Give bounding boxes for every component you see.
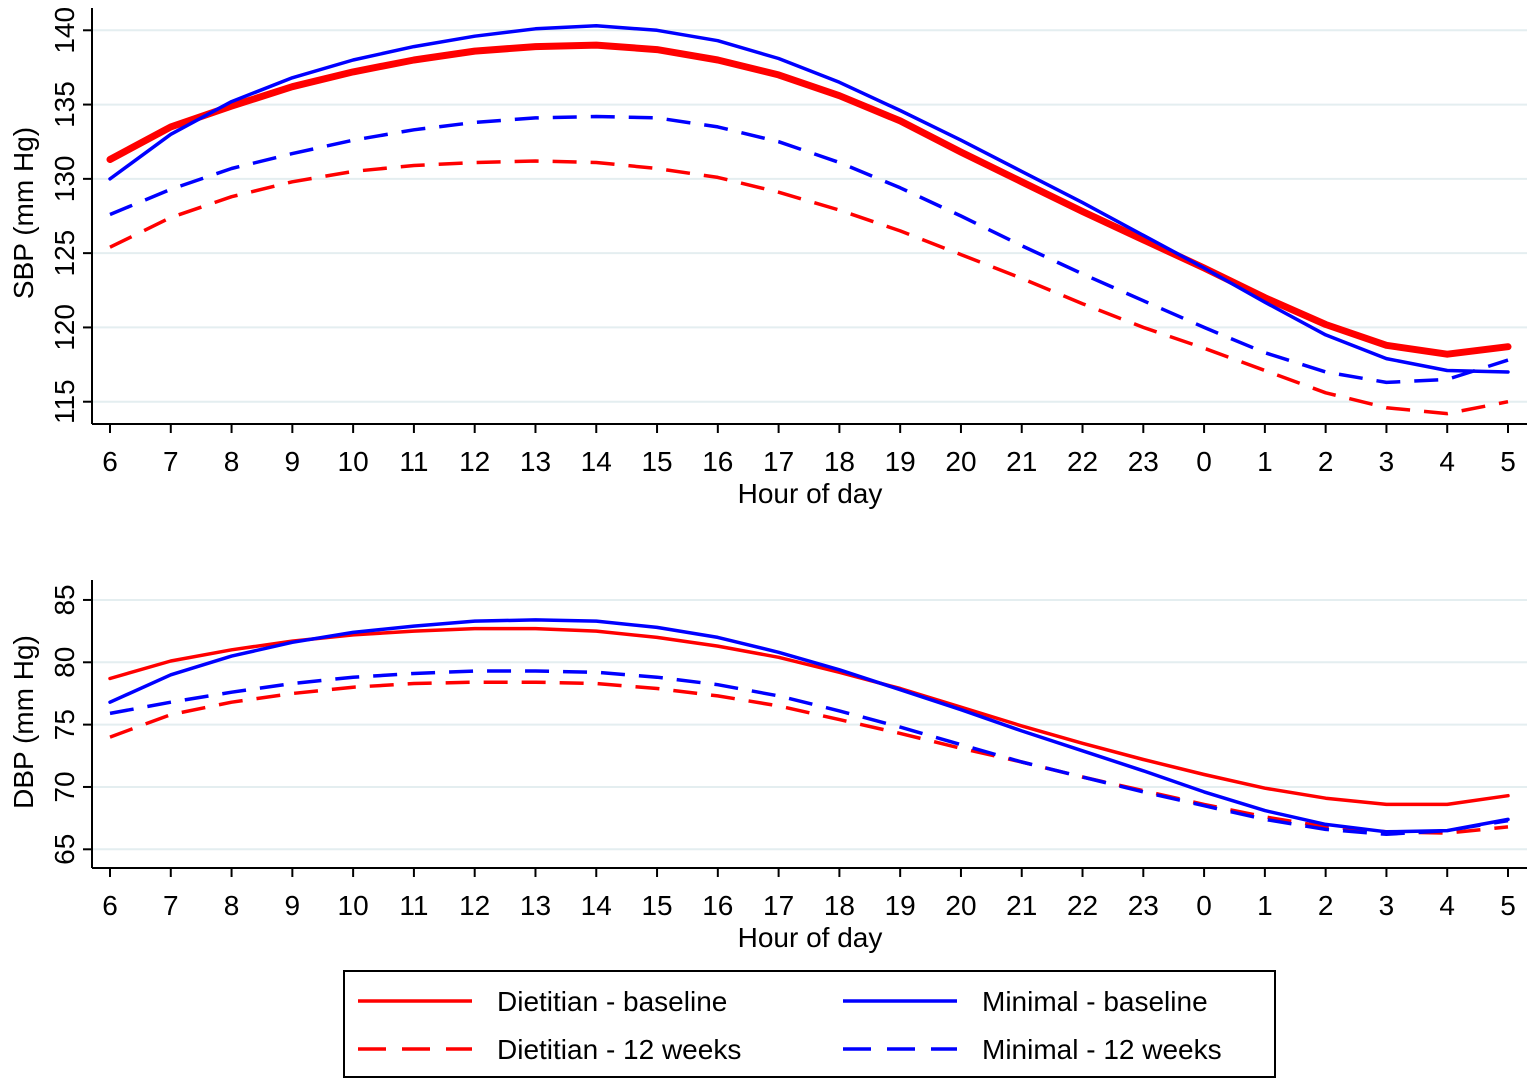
dbp-x-tick-label-15: 15: [641, 890, 672, 921]
dbp-x-tick-label-2: 2: [1318, 890, 1334, 921]
sbp-x-tick-label-16: 16: [702, 446, 733, 477]
sbp-y-axis-label: SBP (mm Hg): [8, 127, 39, 299]
dbp-x-tick-label-16: 16: [702, 890, 733, 921]
dbp-x-tick-label-14: 14: [581, 890, 612, 921]
dbp-x-tick-label-6: 6: [102, 890, 118, 921]
dbp-x-tick-label-19: 19: [885, 890, 916, 921]
sbp-series-dietitian-12-weeks: [109, 159, 1509, 416]
dbp-x-tick-label-17: 17: [763, 890, 794, 921]
legend-label-minimal-baseline: Minimal - baseline: [982, 986, 1208, 1017]
sbp-x-tick-label-20: 20: [945, 446, 976, 477]
sbp-panel: Hour of day SBP (mm Hg) 1151201251301351…: [8, 7, 1527, 509]
dbp-y-axis-label: DBP (mm Hg): [8, 635, 39, 809]
sbp-x-tick-label-8: 8: [224, 446, 240, 477]
dbp-x-tick-label-23: 23: [1128, 890, 1159, 921]
dbp-y-tick-label-80: 80: [49, 647, 80, 678]
sbp-x-tick-label-0: 0: [1196, 446, 1212, 477]
dbp-series-minimal-12-weeks: [109, 669, 1509, 837]
sbp-x-tick-label-18: 18: [824, 446, 855, 477]
sbp-x-tick-label-14: 14: [581, 446, 612, 477]
dbp-y-tick-label-85: 85: [49, 584, 80, 615]
sbp-x-tick-label-10: 10: [338, 446, 369, 477]
dbp-x-tick-label-12: 12: [459, 890, 490, 921]
dbp-y-tick-label-70: 70: [49, 771, 80, 802]
dbp-series-dietitian-12-weeks: [109, 680, 1509, 835]
sbp-x-tick-label-22: 22: [1067, 446, 1098, 477]
dbp-x-tick-label-20: 20: [945, 890, 976, 921]
dbp-x-tick-label-13: 13: [520, 890, 551, 921]
dbp-series-dietitian-baseline: [108, 626, 1510, 807]
dbp-x-tick-label-22: 22: [1067, 890, 1098, 921]
sbp-y-tick-label-115: 115: [49, 379, 80, 424]
sbp-y-tick-label-140: 140: [49, 7, 80, 54]
dbp-x-tick-label-4: 4: [1439, 890, 1455, 921]
dbp-y-tick-label-75: 75: [49, 709, 80, 740]
legend: Dietitian - baseline Minimal - baseline …: [343, 970, 1276, 1078]
sbp-x-tick-label-21: 21: [1006, 446, 1037, 477]
sbp-x-tick-label-4: 4: [1439, 446, 1455, 477]
sbp-x-tick-label-23: 23: [1128, 446, 1159, 477]
sbp-y-tick-label-125: 125: [49, 230, 80, 277]
dbp-series-minimal-baseline: [108, 618, 1510, 834]
sbp-x-tick-label-11: 11: [399, 446, 428, 477]
sbp-x-tick-label-5: 5: [1500, 446, 1516, 477]
dbp-x-tick-label-7: 7: [163, 890, 179, 921]
sbp-x-tick-label-2: 2: [1318, 446, 1334, 477]
sbp-x-tick-label-7: 7: [163, 446, 179, 477]
dbp-x-tick-label-9: 9: [285, 890, 301, 921]
sbp-y-tick-label-130: 130: [49, 155, 80, 202]
sbp-x-tick-label-9: 9: [285, 446, 301, 477]
sbp-x-tick-label-1: 1: [1257, 446, 1273, 477]
sbp-x-tick-label-12: 12: [459, 446, 490, 477]
sbp-x-tick-label-6: 6: [102, 446, 118, 477]
sbp-series-dietitian-baseline: [106, 41, 1512, 358]
sbp-x-tick-label-13: 13: [520, 446, 551, 477]
sbp-y-tick-label-135: 135: [49, 81, 80, 128]
dbp-x-tick-label-8: 8: [224, 890, 240, 921]
legend-box: [343, 970, 1276, 1078]
sbp-x-tick-label-17: 17: [763, 446, 794, 477]
legend-label-minimal-12-weeks: Minimal - 12 weeks: [982, 1034, 1222, 1065]
dbp-x-tick-label-21: 21: [1006, 890, 1037, 921]
legend-label-dietitian-baseline: Dietitian - baseline: [497, 986, 727, 1017]
dbp-x-tick-label-3: 3: [1379, 890, 1395, 921]
sbp-y-tick-label-120: 120: [49, 304, 80, 351]
dbp-y-tick-label-65: 65: [49, 834, 80, 865]
sbp-x-tick-label-15: 15: [641, 446, 672, 477]
dbp-x-tick-label-18: 18: [824, 890, 855, 921]
dbp-x-tick-label-0: 0: [1196, 890, 1212, 921]
sbp-series-minimal-12-weeks: [109, 114, 1509, 385]
sbp-x-tick-label-3: 3: [1379, 446, 1395, 477]
dbp-x-tick-label-11: 11: [399, 890, 428, 921]
legend-label-dietitian-12-weeks: Dietitian - 12 weeks: [497, 1034, 741, 1065]
sbp-series-minimal-baseline: [108, 24, 1510, 374]
dbp-x-axis-label: Hour of day: [738, 922, 883, 953]
dbp-x-tick-label-1: 1: [1257, 890, 1273, 921]
sbp-x-axis-label: Hour of day: [738, 478, 883, 509]
sbp-x-tick-label-19: 19: [885, 446, 916, 477]
dbp-x-tick-label-5: 5: [1500, 890, 1516, 921]
dbp-x-tick-label-10: 10: [338, 890, 369, 921]
